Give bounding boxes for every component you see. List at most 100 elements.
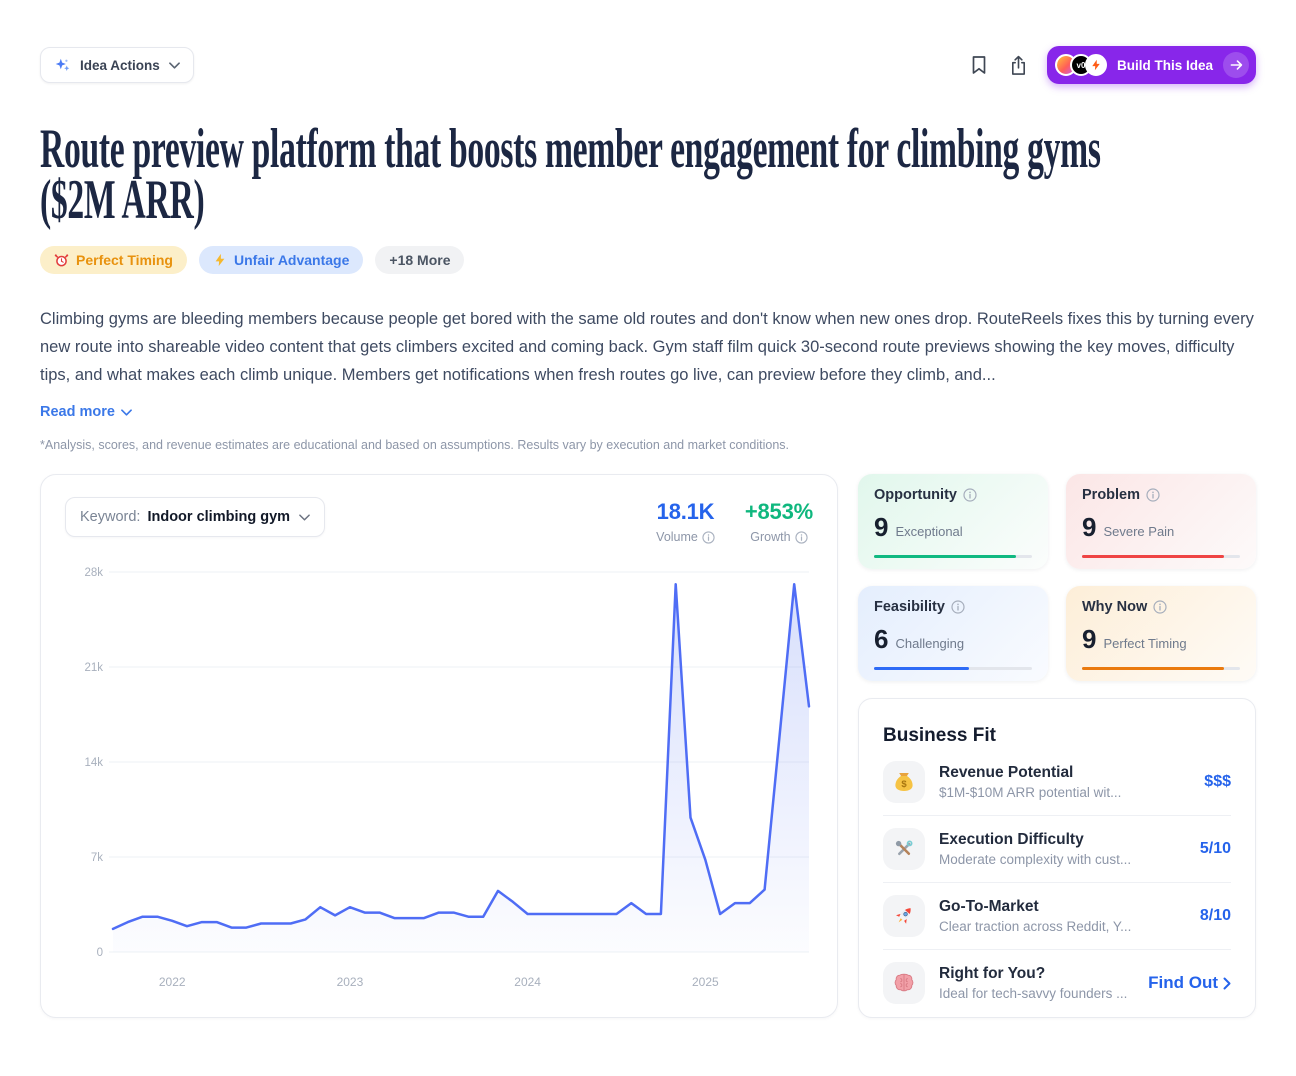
- build-this-idea-label: Build This Idea: [1116, 57, 1213, 73]
- score-label: Problem: [1082, 487, 1141, 503]
- info-icon: [1153, 600, 1167, 614]
- score-descriptor: Challenging: [895, 636, 965, 651]
- business-fit-row-right-for-you[interactable]: Right for You? Ideal for tech-savvy foun…: [883, 950, 1231, 1016]
- score-label: Feasibility: [874, 599, 945, 615]
- row-subtitle: Clear traction across Reddit, Y...: [939, 919, 1132, 934]
- row-name: Execution Difficulty: [939, 831, 1084, 848]
- chevron-down-icon: [299, 513, 310, 521]
- chevron-down-icon: [168, 61, 180, 69]
- score-value: 9: [874, 512, 889, 542]
- row-name: Go-To-Market: [939, 898, 1039, 915]
- svg-text:$: $: [901, 779, 907, 790]
- score-card-feasibility[interactable]: Feasibility 6 Challenging: [858, 586, 1048, 681]
- score-value: 6: [874, 624, 889, 654]
- score-progress-fill: [874, 667, 969, 670]
- topbar: Idea Actions v0 Build This Idea: [0, 0, 1296, 84]
- score-label: Why Now: [1082, 599, 1148, 615]
- find-out-label: Find Out: [1148, 973, 1218, 992]
- growth-label: Growth: [750, 530, 791, 544]
- svg-text:2025: 2025: [692, 975, 719, 989]
- share-button[interactable]: [1007, 53, 1031, 77]
- info-icon[interactable]: [794, 530, 808, 544]
- score-card-why-now[interactable]: Why Now 9 Perfect Timing: [1066, 586, 1256, 681]
- score-grid: Opportunity 9 Exceptional Problem 9 Seve…: [858, 474, 1256, 681]
- score-card-opportunity[interactable]: Opportunity 9 Exceptional: [858, 474, 1048, 569]
- info-icon: [1146, 488, 1160, 502]
- svg-text:21k: 21k: [84, 662, 103, 674]
- rocket-icon: [883, 895, 925, 937]
- tag-unfair-advantage[interactable]: Unfair Advantage: [199, 246, 364, 274]
- keyword-label: Keyword:: [80, 509, 141, 525]
- score-card-problem[interactable]: Problem 9 Severe Pain: [1066, 474, 1256, 569]
- svg-text:14k: 14k: [84, 757, 103, 769]
- alarm-clock-icon: [54, 253, 69, 268]
- score-progress-fill: [874, 555, 1017, 558]
- chevron-down-icon: [121, 408, 132, 416]
- svg-text:2024: 2024: [514, 975, 541, 989]
- chevron-right-icon: [1223, 977, 1231, 990]
- row-name: Right for You?: [939, 965, 1046, 982]
- tag-row: Perfect Timing Unfair Advantage +18 More: [40, 246, 1256, 274]
- score-progress-fill: [1082, 555, 1225, 558]
- score-value: 9: [1082, 512, 1097, 542]
- svg-text:0: 0: [97, 947, 103, 959]
- score-descriptor: Severe Pain: [1103, 524, 1175, 539]
- volume-label: Volume: [656, 530, 698, 544]
- tag-perfect-timing[interactable]: Perfect Timing: [40, 246, 187, 274]
- row-subtitle: $1M-$10M ARR potential wit...: [939, 785, 1122, 800]
- bookmark-icon: [970, 55, 988, 75]
- business-fit-row-execution[interactable]: Execution Difficulty Moderate complexity…: [883, 816, 1231, 883]
- find-out-link[interactable]: Find Out: [1148, 973, 1231, 993]
- growth-stat: +853% Growth: [745, 499, 813, 544]
- read-more-link[interactable]: Read more: [40, 404, 132, 420]
- business-fit-title: Business Fit: [883, 725, 996, 746]
- info-icon: [963, 488, 977, 502]
- topbar-actions: v0 Build This Idea: [967, 46, 1256, 84]
- bolt-logo: [1084, 54, 1107, 76]
- svg-text:28k: 28k: [84, 567, 103, 579]
- tag-label: Unfair Advantage: [234, 252, 350, 268]
- page-title: Route preview platform that boosts membe…: [40, 118, 1101, 231]
- brain-icon: [883, 962, 925, 1004]
- share-icon: [1009, 55, 1028, 76]
- svg-text:2022: 2022: [159, 975, 186, 989]
- row-subtitle: Moderate complexity with cust...: [939, 852, 1132, 867]
- score-label: Opportunity: [874, 487, 957, 503]
- money-bag-icon: $: [883, 761, 925, 803]
- hammer-wrench-icon: [883, 828, 925, 870]
- growth-value: +853%: [744, 499, 813, 524]
- volume-stat: 18.1K Volume: [656, 499, 715, 544]
- business-fit-row-gtm[interactable]: Go-To-Market Clear traction across Reddi…: [883, 883, 1231, 950]
- row-value: $$$: [1204, 773, 1231, 790]
- score-descriptor: Perfect Timing: [1103, 636, 1187, 651]
- trend-chart: 0 7k 14k 21k 28k 2022 2023 2024 2025: [84, 567, 811, 989]
- keyword-value: Indoor climbing gym: [147, 509, 291, 525]
- score-progress-track: [1082, 555, 1240, 558]
- tag-label: +18 More: [389, 252, 451, 268]
- row-value: 8/10: [1199, 907, 1231, 924]
- idea-description: Climbing gyms are bleeding members becau…: [40, 310, 1254, 384]
- score-descriptor: Exceptional: [895, 524, 963, 539]
- arrow-right-icon: [1223, 52, 1249, 78]
- business-fit-card: Business Fit $ Revenue Potential $1M-$10…: [858, 698, 1256, 1018]
- lightning-icon: [213, 253, 227, 267]
- row-value: 5/10: [1199, 840, 1231, 857]
- idea-actions-label: Idea Actions: [80, 57, 160, 73]
- idea-actions-button[interactable]: Idea Actions: [40, 47, 194, 83]
- keyword-select[interactable]: Keyword: Indoor climbing gym: [65, 497, 326, 537]
- build-this-idea-button[interactable]: v0 Build This Idea: [1046, 46, 1256, 84]
- keyword-trend-card: Keyword: Indoor climbing gym 18.1K Volum…: [40, 474, 838, 1018]
- sparkle-icon: [54, 57, 71, 74]
- score-progress-fill: [1082, 667, 1225, 670]
- info-icon[interactable]: [702, 530, 715, 544]
- tag-more[interactable]: +18 More: [375, 246, 465, 274]
- tag-label: Perfect Timing: [76, 252, 173, 268]
- row-name: Revenue Potential: [939, 764, 1074, 781]
- bookmark-button[interactable]: [967, 53, 991, 77]
- info-icon: [951, 600, 965, 614]
- score-value: 9: [1082, 624, 1097, 654]
- read-more-label: Read more: [40, 404, 115, 420]
- business-fit-row-revenue[interactable]: $ Revenue Potential $1M-$10M ARR potenti…: [883, 749, 1231, 816]
- disclaimer-text: *Analysis, scores, and revenue estimates…: [40, 438, 790, 452]
- row-subtitle: Ideal for tech-savvy founders ...: [939, 986, 1128, 1001]
